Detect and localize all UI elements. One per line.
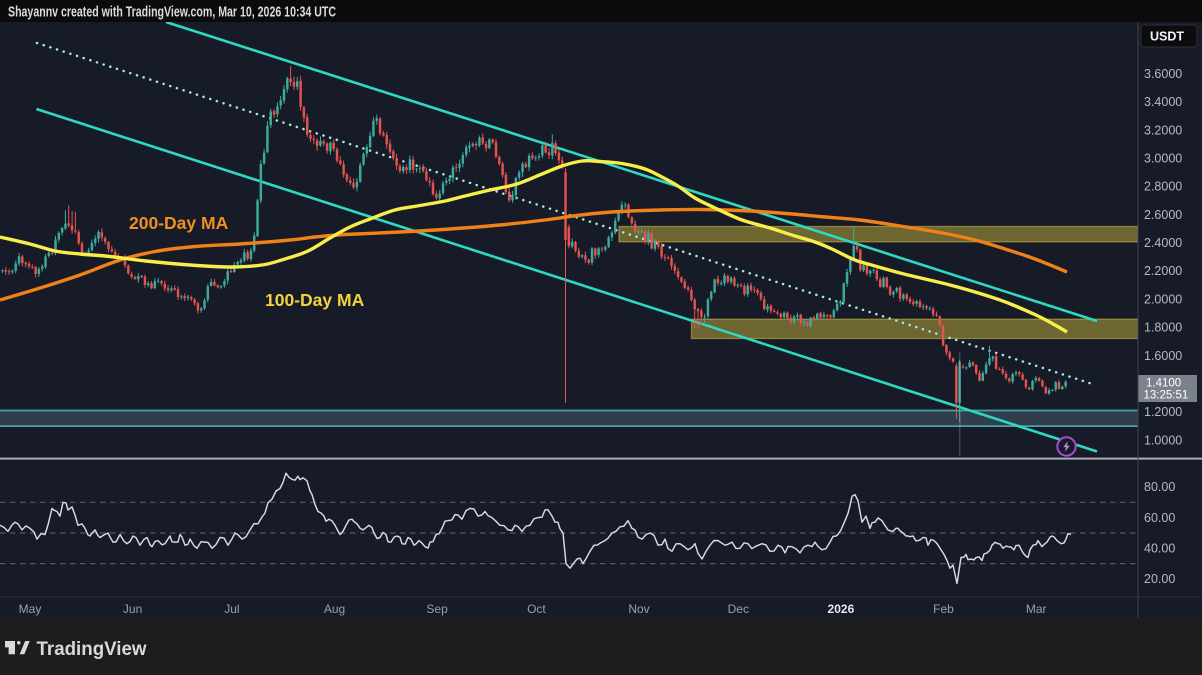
svg-text:Oct: Oct xyxy=(527,602,546,616)
svg-text:TradingView: TradingView xyxy=(37,638,148,660)
svg-text:1.6000: 1.6000 xyxy=(1144,349,1182,363)
svg-text:13:25:51: 13:25:51 xyxy=(1144,390,1189,402)
svg-text:Jul: Jul xyxy=(224,602,239,616)
svg-text:Sep: Sep xyxy=(426,602,448,616)
svg-text:Feb: Feb xyxy=(933,602,954,616)
svg-text:USDT: USDT xyxy=(1150,30,1184,44)
svg-text:Aug: Aug xyxy=(324,602,345,616)
svg-text:2.6000: 2.6000 xyxy=(1144,208,1182,222)
svg-text:2.2000: 2.2000 xyxy=(1144,264,1182,278)
svg-text:2.8000: 2.8000 xyxy=(1144,180,1182,194)
svg-text:40.00: 40.00 xyxy=(1144,542,1175,556)
svg-text:Shayannv created with TradingV: Shayannv created with TradingView.com, M… xyxy=(8,5,336,21)
svg-text:100-Day MA: 100-Day MA xyxy=(265,290,365,310)
svg-text:2026: 2026 xyxy=(828,602,855,616)
svg-text:60.00: 60.00 xyxy=(1144,511,1175,525)
svg-text:May: May xyxy=(19,602,42,616)
svg-text:Dec: Dec xyxy=(728,602,749,616)
svg-text:1.4100: 1.4100 xyxy=(1146,378,1181,390)
svg-text:Jun: Jun xyxy=(123,602,142,616)
svg-text:20.00: 20.00 xyxy=(1144,572,1175,586)
svg-text:Mar: Mar xyxy=(1026,602,1047,616)
svg-text:1.2000: 1.2000 xyxy=(1144,405,1182,419)
svg-text:1.0000: 1.0000 xyxy=(1144,433,1182,447)
svg-text:3.2000: 3.2000 xyxy=(1144,123,1182,137)
svg-text:80.00: 80.00 xyxy=(1144,480,1175,494)
svg-text:200-Day MA: 200-Day MA xyxy=(129,213,229,233)
svg-text:3.0000: 3.0000 xyxy=(1144,152,1182,166)
svg-text:2.0000: 2.0000 xyxy=(1144,292,1182,306)
svg-text:3.6000: 3.6000 xyxy=(1144,67,1182,81)
svg-text:2.4000: 2.4000 xyxy=(1144,236,1182,250)
svg-text:Nov: Nov xyxy=(628,602,649,616)
svg-text:1.8000: 1.8000 xyxy=(1144,321,1182,335)
svg-text:3.4000: 3.4000 xyxy=(1144,95,1182,109)
